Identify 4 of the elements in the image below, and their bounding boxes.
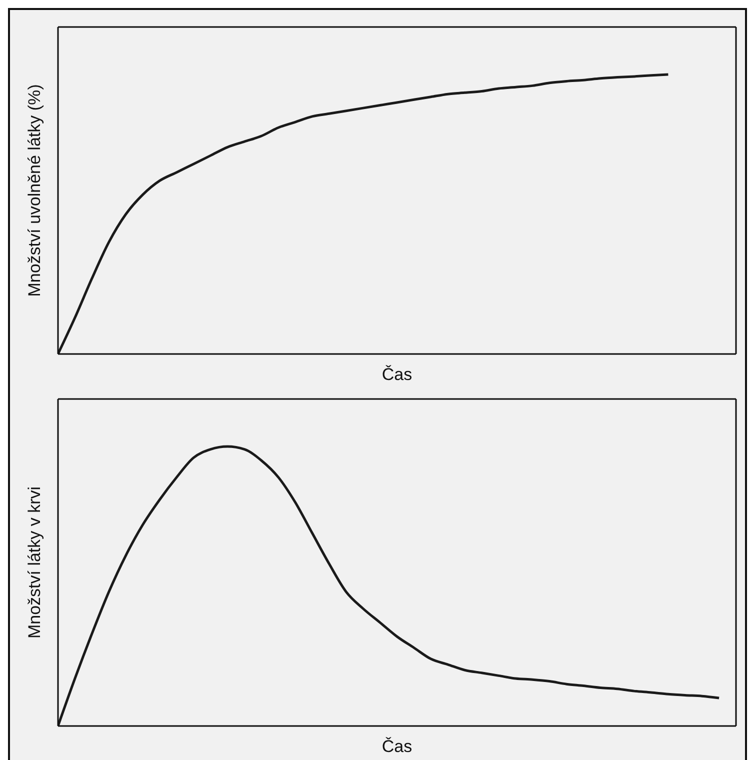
x-axis-title: Čas	[382, 737, 412, 756]
y-axis-title: Množství uvolněné látky (%)	[25, 84, 44, 297]
x-axis-title: Čas	[382, 365, 412, 384]
y-axis-title: Množství látky v krvi	[25, 486, 44, 639]
